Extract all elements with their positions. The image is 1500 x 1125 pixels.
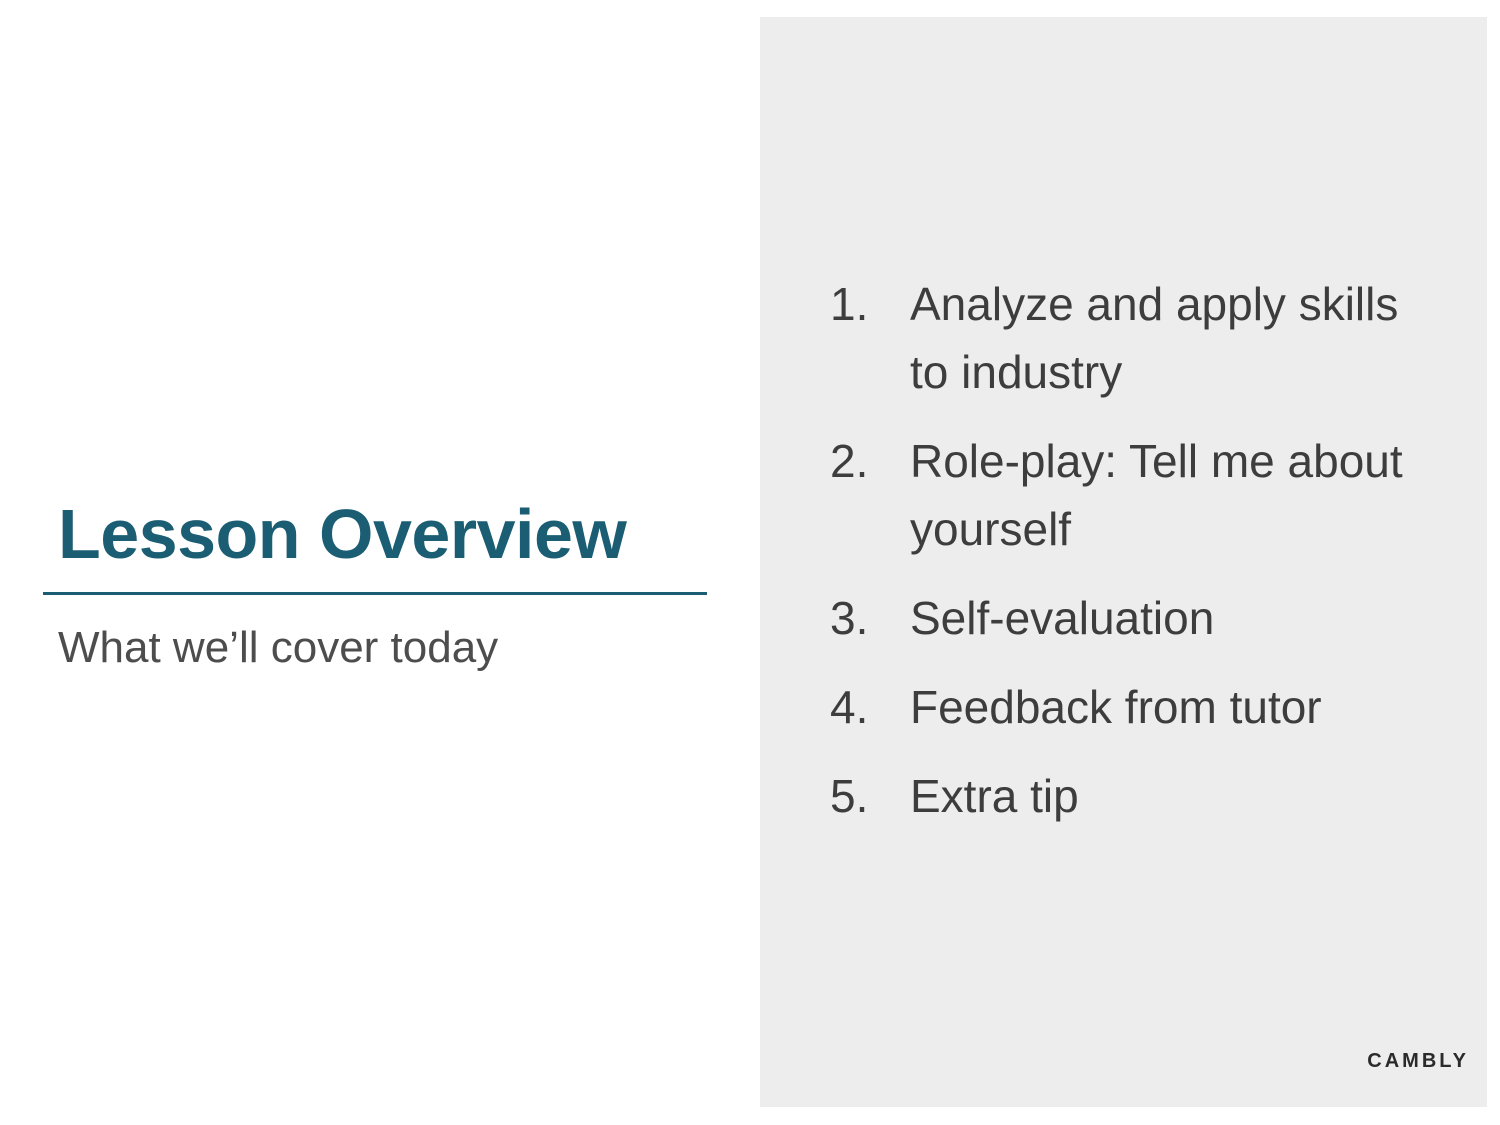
page-subtitle: What we’ll cover today <box>58 623 499 672</box>
agenda-item: 5. Extra tip <box>830 762 1410 830</box>
agenda-item-number: 5. <box>830 770 869 822</box>
agenda-item-number: 1. <box>830 278 869 330</box>
agenda-item: 4. Feedback from tutor <box>830 673 1410 741</box>
agenda-panel: 1. Analyze and apply skills to industry … <box>760 17 1487 1107</box>
agenda-item-number: 4. <box>830 681 869 733</box>
agenda-item-number: 3. <box>830 592 869 644</box>
agenda-list: 1. Analyze and apply skills to industry … <box>830 270 1410 851</box>
title-divider <box>43 592 707 595</box>
agenda-item-text: Extra tip <box>910 770 1079 822</box>
agenda-item: 3. Self-evaluation <box>830 584 1410 652</box>
agenda-item-number: 2. <box>830 435 869 487</box>
page-title: Lesson Overview <box>58 495 627 573</box>
brand-logo: CAMBLY <box>1367 1050 1469 1072</box>
agenda-item: 2. Role-play: Tell me about yourself <box>830 427 1410 563</box>
agenda-item-text: Feedback from tutor <box>910 681 1322 733</box>
agenda-item-text: Role-play: Tell me about yourself <box>910 435 1403 555</box>
agenda-item-text: Analyze and apply skills to industry <box>910 278 1399 398</box>
agenda-item-text: Self-evaluation <box>910 592 1215 644</box>
agenda-item: 1. Analyze and apply skills to industry <box>830 270 1410 406</box>
title-panel: Lesson Overview What we’ll cover today <box>43 495 707 672</box>
